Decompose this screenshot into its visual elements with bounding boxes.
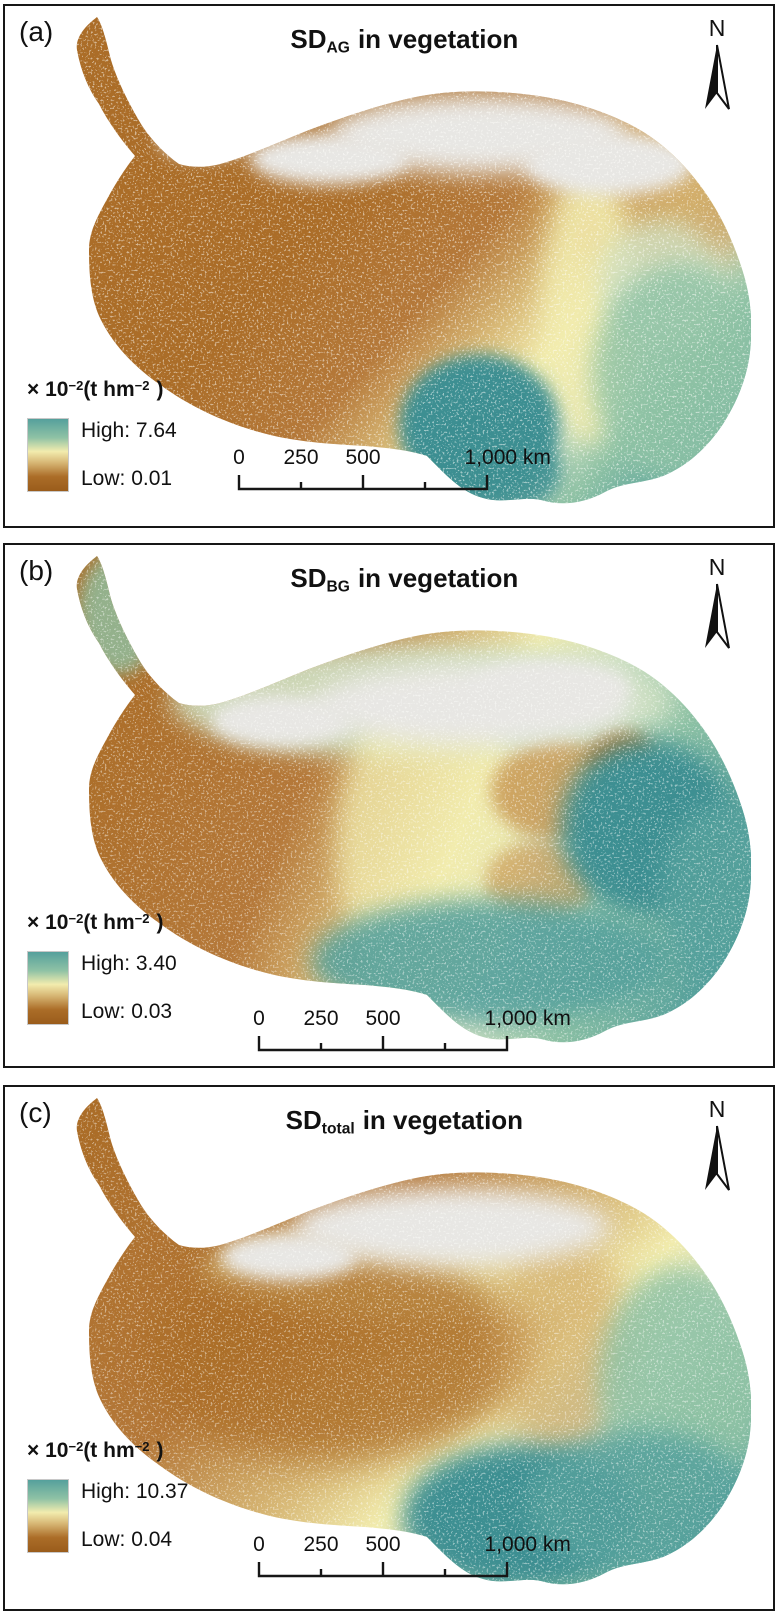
legend-units: × 10−2(t hm−2) [27, 911, 164, 934]
panel-title: SDAG in vegetation [290, 24, 518, 58]
title-rest: in vegetation [357, 563, 519, 593]
legend-high-label: High: 10.37 [81, 1480, 189, 1503]
legend: × 10−2(t hm−2) High: 10.37 Low: 0.04 [27, 1439, 188, 1553]
scale-tick-label: 0 [253, 1007, 265, 1030]
map-panel-a: (a) SDAG in vegetation N [3, 4, 775, 528]
title-subscript: total [321, 1120, 355, 1138]
title-rest: in vegetation [357, 24, 519, 54]
legend-ramp-row: High: 3.40 Low: 0.03 [27, 951, 177, 1025]
legend-high-label: High: 3.40 [81, 952, 177, 975]
title-prefix: SD [290, 24, 327, 54]
panel-label: (a) [19, 16, 54, 47]
legend-units: × 10−2(t hm−2) [27, 1439, 164, 1462]
title-subscript: BG [326, 578, 350, 596]
plateau-map [76, 1098, 751, 1585]
legend: × 10−2(t hm−2) High: 3.40 Low: 0.03 [27, 911, 177, 1025]
scale-tick-label: 1,000 km [464, 446, 551, 469]
legend-labels: High: 3.40 Low: 0.03 [81, 951, 177, 1025]
title-subscript: AG [326, 39, 350, 57]
title-prefix: SD [290, 563, 327, 593]
scale-tick-label: 250 [303, 1007, 339, 1030]
scale-tick-label: 500 [365, 1007, 401, 1030]
scale-tick-label: 250 [303, 1533, 339, 1556]
map-panel-c: (c) SDtotal in vegetation N [3, 1085, 775, 1611]
legend-gradient-swatch [27, 1479, 69, 1553]
scale-tick-label: 500 [365, 1533, 401, 1556]
legend-labels: High: 10.37 Low: 0.04 [81, 1479, 188, 1553]
scale-bracket [257, 1562, 509, 1578]
legend-ramp-row: High: 10.37 Low: 0.04 [27, 1479, 188, 1553]
scale-bar: 0 250 500 1,000 km [233, 446, 551, 491]
panel-label: (b) [19, 555, 54, 586]
legend-low-label: Low: 0.01 [81, 467, 173, 490]
north-label: N [708, 1096, 726, 1122]
scale-tick-label: 500 [345, 446, 381, 469]
scale-tick-label: 1,000 km [484, 1007, 571, 1030]
title-prefix: SD [285, 1105, 322, 1135]
panel-title: SDBG in vegetation [290, 563, 518, 597]
legend-low-label: Low: 0.04 [81, 1528, 173, 1551]
north-arrow-icon [705, 45, 730, 110]
north-indicator: N [695, 15, 739, 113]
legend-units: × 10−2(t hm−2) [27, 378, 164, 401]
legend-gradient-swatch [27, 418, 69, 492]
plateau-map [76, 17, 751, 504]
plateau-map [76, 556, 751, 1043]
north-arrow-icon [705, 584, 730, 649]
title-rest: in vegetation [362, 1105, 524, 1135]
scale-labels: 0 250 500 1,000 km [233, 446, 551, 470]
scale-bracket [237, 475, 489, 491]
north-indicator: N [695, 1096, 739, 1194]
legend-gradient-swatch [27, 951, 69, 1025]
scale-tick-label: 0 [253, 1533, 265, 1556]
legend: × 10−2(t hm−2) High: 7.64 Low: 0.01 [27, 378, 177, 492]
panel-label: (c) [19, 1097, 52, 1128]
scale-tick-label: 0 [233, 446, 245, 469]
scale-tick-label: 1,000 km [484, 1533, 571, 1556]
legend-labels: High: 7.64 Low: 0.01 [81, 418, 177, 492]
scale-labels: 0 250 500 1,000 km [253, 1533, 571, 1557]
scale-bracket [257, 1036, 509, 1052]
north-indicator: N [695, 554, 739, 652]
scale-bar: 0 250 500 1,000 km [253, 1533, 571, 1578]
legend-ramp-row: High: 7.64 Low: 0.01 [27, 418, 177, 492]
legend-high-label: High: 7.64 [81, 419, 177, 442]
north-label: N [708, 15, 726, 41]
scale-labels: 0 250 500 1,000 km [253, 1007, 571, 1031]
scale-tick-label: 250 [283, 446, 319, 469]
north-arrow-icon [705, 1126, 730, 1191]
map-panel-b: (b) SDBG in vegetation N [3, 543, 775, 1068]
scale-bar: 0 250 500 1,000 km [253, 1007, 571, 1052]
legend-low-label: Low: 0.03 [81, 1000, 173, 1023]
north-label: N [708, 554, 726, 580]
panel-title: SDtotal in vegetation [286, 1105, 523, 1139]
